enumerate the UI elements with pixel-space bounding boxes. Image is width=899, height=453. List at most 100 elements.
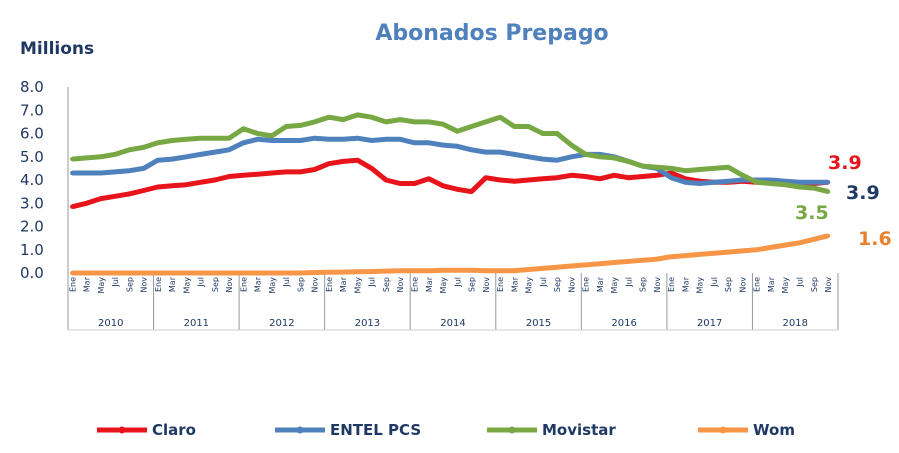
series-line [72, 135, 828, 186]
data-point [241, 126, 246, 132]
data-point [198, 152, 203, 157]
data-point [141, 166, 146, 171]
data-point [398, 181, 403, 186]
series-movistar [70, 112, 831, 195]
data-point [184, 137, 189, 142]
legend-marker [296, 426, 304, 434]
data-point [298, 270, 303, 276]
data-point [569, 154, 574, 159]
data-point [326, 270, 332, 275]
data-point [141, 145, 146, 150]
data-point [440, 183, 446, 189]
data-point [440, 122, 446, 127]
data-point [155, 184, 161, 190]
data-point [569, 142, 574, 148]
data-point [369, 166, 374, 171]
data-point [740, 248, 745, 254]
data-point [711, 166, 717, 171]
data-point [540, 156, 546, 162]
data-point [383, 268, 389, 274]
y-tick-label: 1.0 [20, 241, 44, 259]
data-point [383, 137, 389, 142]
data-point [298, 169, 303, 175]
x-month-tick-label: Ene [667, 277, 676, 292]
data-point [483, 119, 488, 125]
data-point [412, 181, 417, 186]
x-month-tick-label: Ene [411, 277, 420, 292]
data-point [341, 159, 346, 164]
legend-label: Wom [753, 421, 795, 439]
data-point [341, 269, 346, 275]
data-point [312, 270, 317, 275]
data-point [98, 154, 103, 159]
data-point [155, 140, 161, 145]
data-point [98, 170, 103, 176]
data-point [426, 140, 431, 145]
data-point [241, 270, 246, 276]
x-month-tick-label: Nov [140, 277, 149, 293]
x-month-tick-label: Sep [468, 277, 477, 292]
data-point [212, 270, 218, 276]
data-point [512, 152, 517, 157]
data-point [540, 176, 546, 182]
data-point [283, 270, 289, 276]
legend-item: Movistar [487, 421, 616, 439]
x-month-tick-label: Sep [296, 277, 305, 292]
data-point [711, 180, 717, 185]
data-point [569, 263, 574, 269]
x-month-tick-label: Nov [567, 277, 576, 293]
data-point [611, 173, 617, 178]
series-line [72, 233, 829, 276]
data-point [226, 147, 232, 152]
x-month-tick-label: Ene [154, 277, 163, 292]
data-point [526, 154, 531, 159]
data-point [483, 175, 488, 180]
x-month-tick-label: Nov [482, 277, 491, 293]
x-month-tick-label: Jul [624, 277, 633, 288]
data-point [226, 270, 232, 276]
data-point [640, 174, 645, 179]
x-month-tick-label: Nov [225, 277, 234, 293]
data-point [526, 124, 531, 129]
x-year-label: 2014 [440, 318, 465, 329]
x-month-tick-label: Sep [125, 277, 134, 292]
data-point [512, 178, 517, 184]
data-point [212, 135, 218, 141]
series-wom [70, 233, 831, 276]
data-point [554, 158, 560, 163]
x-month-tick-label: Mar [767, 276, 776, 292]
x-month-tick-label: May [781, 277, 790, 294]
x-month-tick-label: Ene [496, 277, 505, 292]
x-year-label: 2016 [611, 318, 636, 329]
x-month-tick-label: Ene [753, 277, 762, 292]
data-point [98, 196, 103, 201]
y-tick-label: 7.0 [20, 101, 44, 119]
data-point [740, 177, 745, 183]
data-point [412, 119, 417, 125]
data-point [768, 245, 774, 250]
data-point [184, 270, 189, 276]
data-point [198, 135, 203, 141]
data-point [141, 270, 146, 276]
data-point [426, 119, 431, 125]
data-point [668, 254, 674, 259]
data-point [455, 268, 460, 273]
x-year-label: 2013 [355, 318, 380, 329]
data-point [283, 124, 289, 129]
x-month-tick-label: Nov [311, 277, 320, 293]
data-point [255, 131, 260, 136]
data-point [269, 133, 275, 139]
y-tick-label: 6.0 [20, 125, 44, 143]
data-point [797, 184, 802, 190]
data-point [583, 262, 588, 268]
data-point [169, 156, 175, 162]
data-point [241, 173, 246, 178]
data-point [84, 270, 89, 276]
data-point [369, 269, 374, 274]
data-point [155, 270, 161, 276]
x-month-tick-label: Jul [710, 277, 719, 288]
data-point [626, 159, 631, 164]
end-value-label: 3.5 [795, 202, 829, 224]
